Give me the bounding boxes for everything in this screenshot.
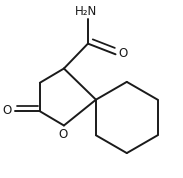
Text: H₂N: H₂N (75, 5, 97, 19)
Text: O: O (3, 104, 12, 117)
Text: O: O (58, 127, 68, 141)
Text: O: O (119, 47, 128, 60)
